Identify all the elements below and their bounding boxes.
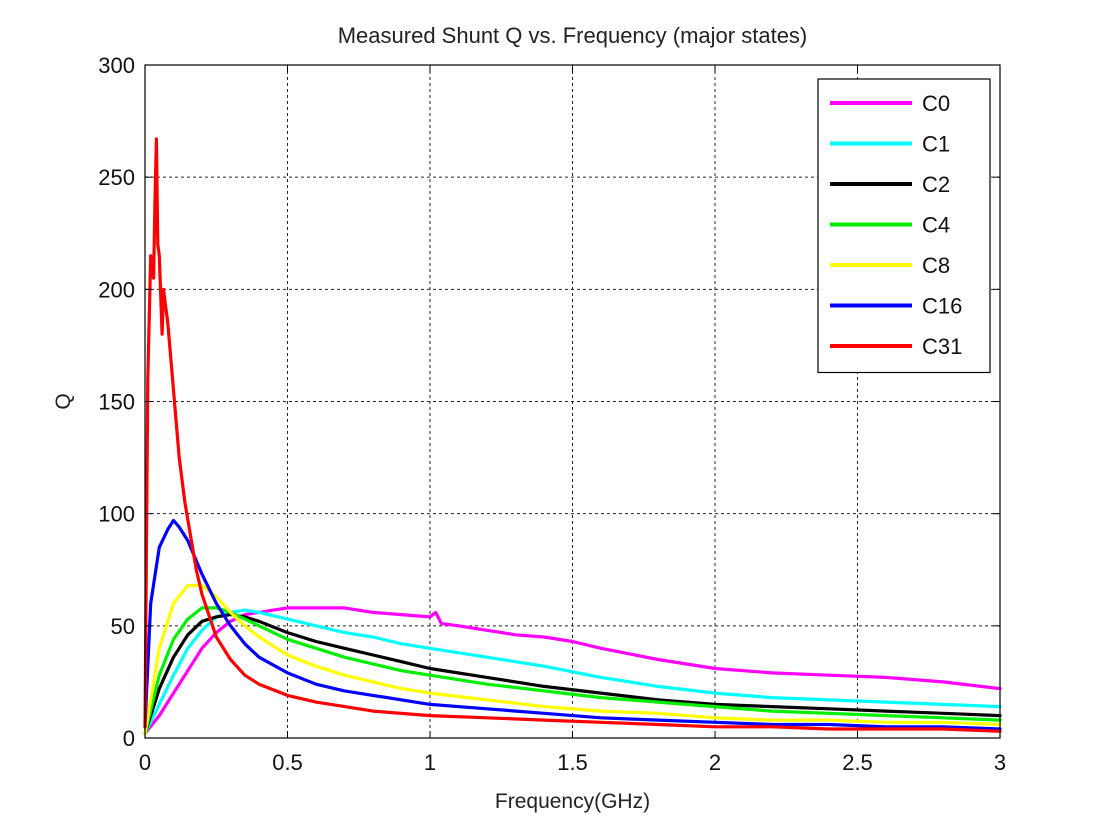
series-line-c1 [143, 608, 1002, 736]
x-tick-label: 2.5 [842, 750, 873, 775]
legend: C0 C1 C2 C4 C8 C16 C31 [817, 78, 991, 374]
x-axis-label: Frequency(GHz) [495, 790, 650, 813]
series-line-c4 [143, 606, 1002, 736]
legend-label-c4: C4 [922, 213, 950, 238]
legend-label-c0: C0 [922, 91, 950, 116]
legend-label-c1: C1 [922, 132, 950, 157]
x-tick-label: 2 [709, 750, 721, 775]
chart-title: Measured Shunt Q vs. Frequency (major st… [338, 23, 808, 48]
axis-ticks: 0 0.5 1 1.5 2 2.5 3 0 50 100 150 200 250 300 [98, 53, 1006, 775]
x-tick-label: 0 [139, 750, 151, 775]
x-tick-label: 0.5 [272, 750, 303, 775]
y-tick-label: 200 [98, 277, 135, 302]
legend-label-c2: C2 [922, 172, 950, 197]
y-tick-label: 0 [123, 726, 135, 751]
y-axis-label: Q [52, 393, 75, 409]
y-tick-label: 100 [98, 502, 135, 527]
x-tick-label: 3 [994, 750, 1006, 775]
legend-label-c8: C8 [922, 253, 950, 278]
series-line-c8 [143, 583, 1002, 736]
series-line-c16 [143, 518, 1002, 731]
series-line-c2 [143, 612, 1002, 736]
plot-series [143, 137, 1002, 736]
series-line-c31 [143, 137, 1002, 733]
grid [145, 65, 1000, 738]
legend-label-c16: C16 [922, 294, 962, 319]
y-tick-label: 150 [98, 390, 135, 415]
x-tick-label: 1.5 [557, 750, 588, 775]
y-tick-label: 50 [111, 614, 135, 639]
y-tick-label: 250 [98, 165, 135, 190]
legend-label-c31: C31 [922, 334, 962, 359]
y-tick-label: 300 [98, 53, 135, 78]
x-tick-label: 1 [424, 750, 436, 775]
